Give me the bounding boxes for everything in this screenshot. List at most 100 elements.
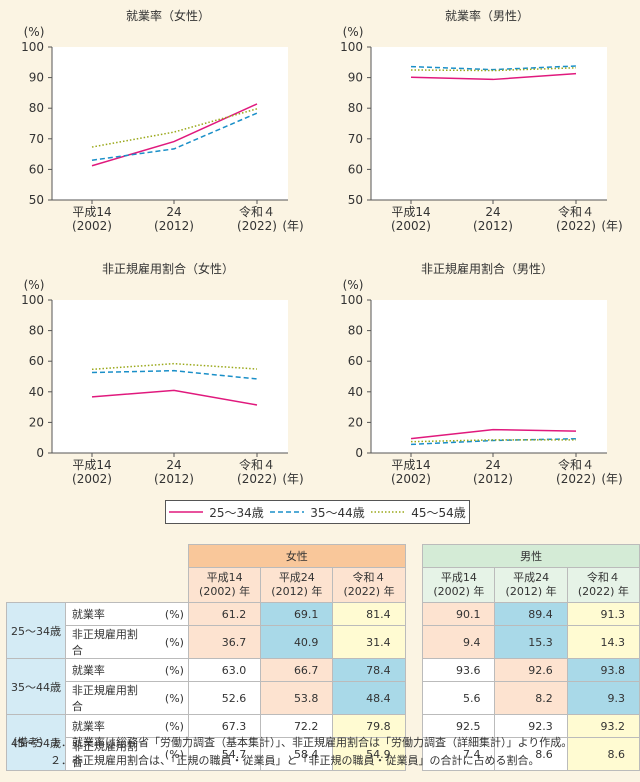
y-tick-label: 60 (29, 162, 44, 176)
y-tick-label: 60 (348, 162, 363, 176)
female-value: 54.9 (332, 737, 406, 771)
y-tick-label: 70 (348, 132, 363, 146)
note-2: ２．非正規雇用割合は、「正規の職員・従業員」と「非正規の職員・従業員」の合計に占… (6, 754, 540, 767)
note-1: （備考）１．就業率は総務省「労働力調査（基本集計）」、非正規雇用割合は「労働力調… (6, 736, 573, 749)
y-tick-label: 60 (348, 354, 363, 368)
table-corner (7, 545, 189, 568)
female-value: 36.7 (187, 625, 262, 659)
y-unit-label: (%) (343, 278, 364, 292)
notes: （備考）１．就業率は総務省「労働力調査（基本集計）」、非正規雇用割合は「労働力調… (6, 734, 572, 770)
y-tick-label: 40 (348, 385, 363, 399)
female-value: 61.2 (187, 602, 262, 626)
chart-panel-1: 就業率（女性） (%) 50 60 70 80 90 100 平成14 (2002) 24 (2012… (21, 8, 304, 233)
table-gap (405, 659, 423, 682)
plot-area (52, 47, 288, 200)
metric-unit: (%) (145, 737, 189, 771)
line-charts: 就業率（女性） (%) 50 60 70 80 90 100 平成14 (2002) 24 (2012… (21, 8, 623, 486)
table-row: 非正規雇用割合 (%) 54.7 58.4 54.9 7.4 8.6 8.6 (7, 737, 640, 771)
male-value: 8.2 (494, 681, 568, 715)
female-value: 40.9 (260, 625, 334, 659)
female-value: 48.4 (332, 681, 406, 715)
y-tick-label: 0 (355, 446, 363, 460)
x-tick-label: 24 (2012) (154, 458, 194, 486)
y-tick-label: 70 (29, 132, 44, 146)
male-value: 91.3 (566, 602, 640, 626)
chart-panel-2: 就業率（男性） (%) 50 60 70 80 90 100 平成14 (2002) 24 (2012… (340, 8, 623, 233)
year-header: 平成24 (2012) 年 (260, 567, 334, 603)
chart-title: 就業率（女性） (126, 8, 210, 23)
female-value: 31.4 (332, 625, 406, 659)
male-value: 92.3 (494, 714, 568, 738)
y-tick-label: 90 (29, 71, 44, 85)
table-corner (7, 568, 189, 603)
legend-item-25-34: 25～34歳 (169, 504, 264, 521)
male-value: 92.6 (494, 658, 568, 682)
x-tick-label: 24 (2012) (473, 205, 513, 233)
series-line-1 (410, 428, 577, 440)
table-gap (405, 568, 423, 603)
legend-label: 25～34歳 (209, 505, 264, 520)
y-tick-label: 100 (340, 293, 363, 307)
table-row: 25～34歳 就業率 (%) 61.2 69.1 81.4 90.1 89.4 91.3 (6, 602, 640, 659)
male-value: 7.4 (422, 737, 496, 771)
series-line-3 (410, 439, 576, 443)
x-year-suffix: (年) (282, 219, 303, 233)
table-gap (405, 626, 423, 659)
y-tick-label: 100 (21, 40, 44, 54)
x-tick-label: 令和４(2022) (237, 204, 277, 233)
year-header: 令和４ (2022) 年 (566, 567, 640, 603)
legend-label: 35～44歳 (310, 505, 365, 520)
age-group-label: 35～44歳 (6, 658, 66, 715)
plot-area (371, 300, 607, 453)
y-unit-label: (%) (343, 25, 364, 39)
x-tick-label: 平成14 (2002) (72, 458, 112, 486)
table-row: 35～44歳 就業率 (%) 63.0 66.7 78.4 93.6 92.6 93.8 (6, 658, 640, 715)
male-value: 90.1 (422, 602, 496, 626)
metric-label: 非正規雇用割合 (64, 625, 146, 659)
metric-label: 非正規雇用割合 (64, 681, 146, 715)
y-tick-label: 50 (348, 193, 363, 207)
year-header: 平成24 (2012) 年 (494, 567, 568, 603)
x-year-suffix: (年) (601, 472, 622, 486)
metric-label: 就業率 (64, 658, 146, 682)
metric-label: 非正規雇用割合 (64, 737, 146, 771)
series-line-3 (410, 67, 577, 72)
metric-unit: (%) (145, 658, 189, 682)
y-tick-label: 80 (348, 324, 363, 338)
x-tick-label: 平成14 (2002) (391, 205, 431, 233)
metric-unit: (%) (145, 602, 189, 626)
year-header: 令和４ (2022) 年 (332, 567, 406, 603)
series-line-2 (410, 65, 577, 71)
y-tick-label: 50 (29, 193, 44, 207)
chart-panel-4: 非正規雇用割合（男性） (%) 0 20 40 60 80 100 平成14 (2002) 24 (2… (340, 261, 623, 486)
series-line-2 (91, 369, 258, 380)
table-row: 非正規雇用割合 (%) 36.7 40.9 31.4 9.4 15.3 14.3 (7, 625, 640, 659)
table-year-row: 平成14 (2002) 年平成24 (2012) 年令和４ (2022) 年平成14(… (7, 567, 640, 603)
x-year-suffix: (年) (601, 219, 622, 233)
x-tick-label: 令和４(2022) (237, 457, 277, 486)
series-line-3 (91, 108, 258, 148)
table-row: 非正規雇用割合 (%) 52.6 53.8 48.4 5.6 8.2 9.3 (7, 681, 640, 715)
legend-label: 45～54歳 (411, 505, 466, 520)
table-gap (405, 603, 423, 626)
metric-unit: (%) (145, 714, 189, 738)
y-tick-label: 80 (348, 101, 363, 115)
female-value: 72.2 (260, 714, 334, 738)
male-header: 男性 (422, 544, 640, 568)
male-value: 9.3 (566, 681, 640, 715)
year-header: 平成14 (2002) 年 (187, 567, 262, 603)
table-gap (405, 545, 423, 568)
x-tick-label: 24 (2012) (154, 205, 194, 233)
y-tick-label: 80 (29, 324, 44, 338)
x-tick-label: 令和４(2022) (556, 204, 596, 233)
age-group-label: 25～34歳 (6, 602, 66, 659)
series-line-2 (91, 112, 258, 161)
series-line-3 (91, 362, 258, 371)
female-value: 66.7 (260, 658, 334, 682)
table-gap (405, 682, 423, 715)
metric-label: 就業率 (64, 602, 146, 626)
y-tick-label: 80 (29, 101, 44, 115)
female-value: 54.7 (187, 737, 262, 771)
male-value: 93.6 (422, 658, 496, 682)
female-value: 67.3 (187, 714, 262, 738)
